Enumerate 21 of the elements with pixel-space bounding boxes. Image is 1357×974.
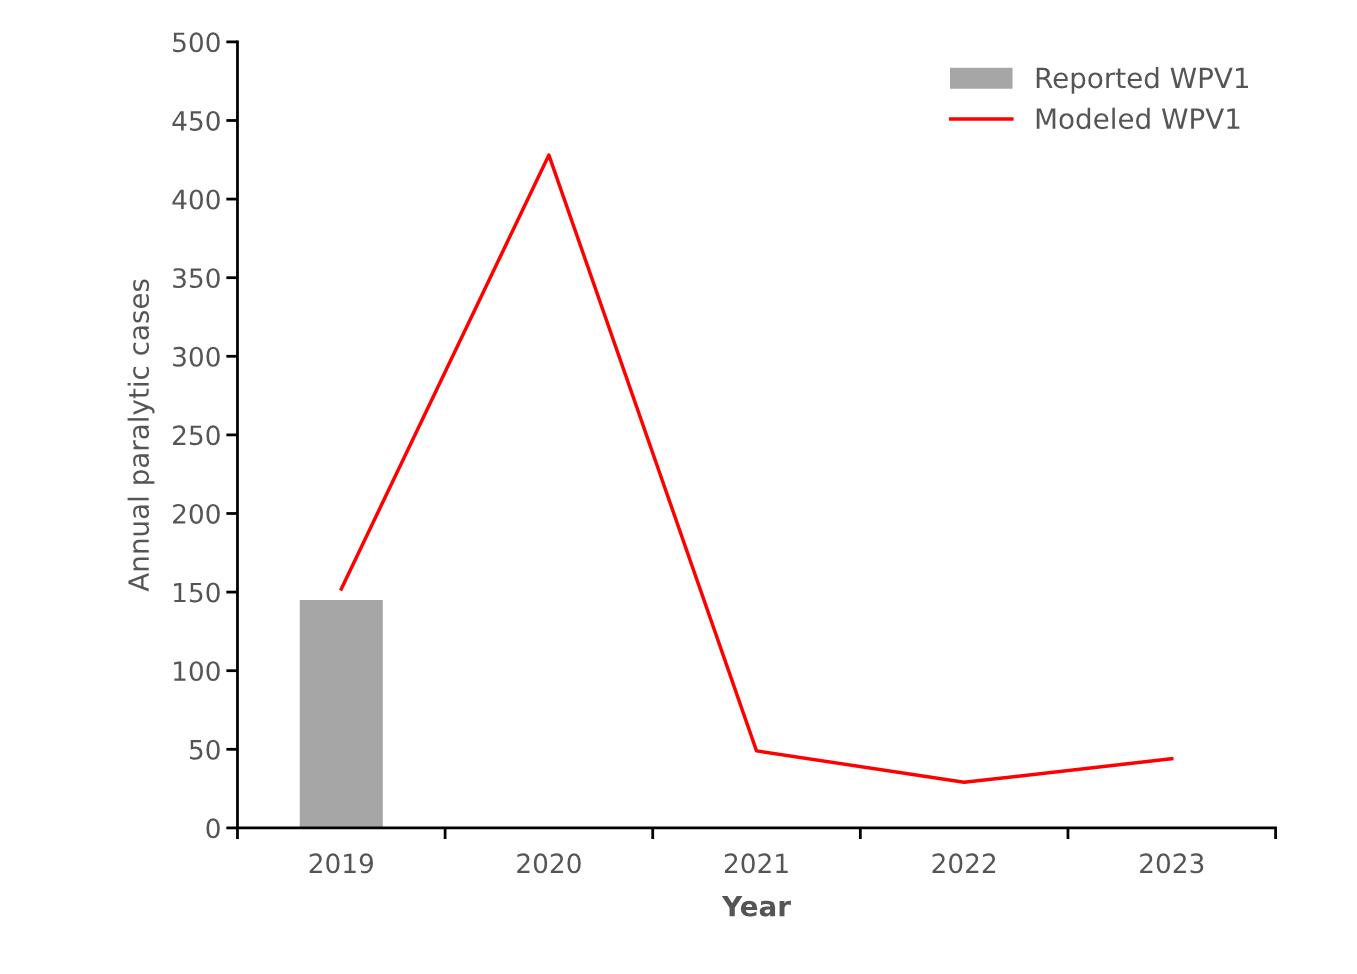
y-tick-label: 0 [206, 818, 220, 839]
y-tick-label: 250 [173, 425, 220, 446]
x-tick-label: 2023 [1140, 853, 1204, 874]
y-tick-label: 500 [173, 32, 220, 53]
x-tick-label: 2022 [932, 853, 996, 874]
y-axis-title: Annual paralytic cases [127, 279, 155, 592]
x-tick-label: 2020 [517, 853, 581, 874]
line-series [339, 153, 1174, 785]
y-tick-label: 400 [172, 189, 220, 210]
legend-label: Reported WPV1 [1036, 66, 1249, 94]
legend-label: Modeled WPV1 [1036, 107, 1240, 130]
y-tick-label: 50 [189, 739, 220, 760]
x-tick-label: 2019 [309, 853, 374, 874]
x-tick-label: 2021 [724, 853, 788, 874]
y-tick-label: 200 [173, 503, 220, 524]
x-axis-title: Year [721, 895, 791, 917]
y-tick-label: 450 [172, 110, 220, 131]
y-tick-label: 150 [174, 582, 220, 603]
y-tick-label: 350 [173, 268, 220, 289]
y-tick-label: 300 [173, 346, 220, 367]
y-tick-label: 100 [174, 661, 220, 682]
